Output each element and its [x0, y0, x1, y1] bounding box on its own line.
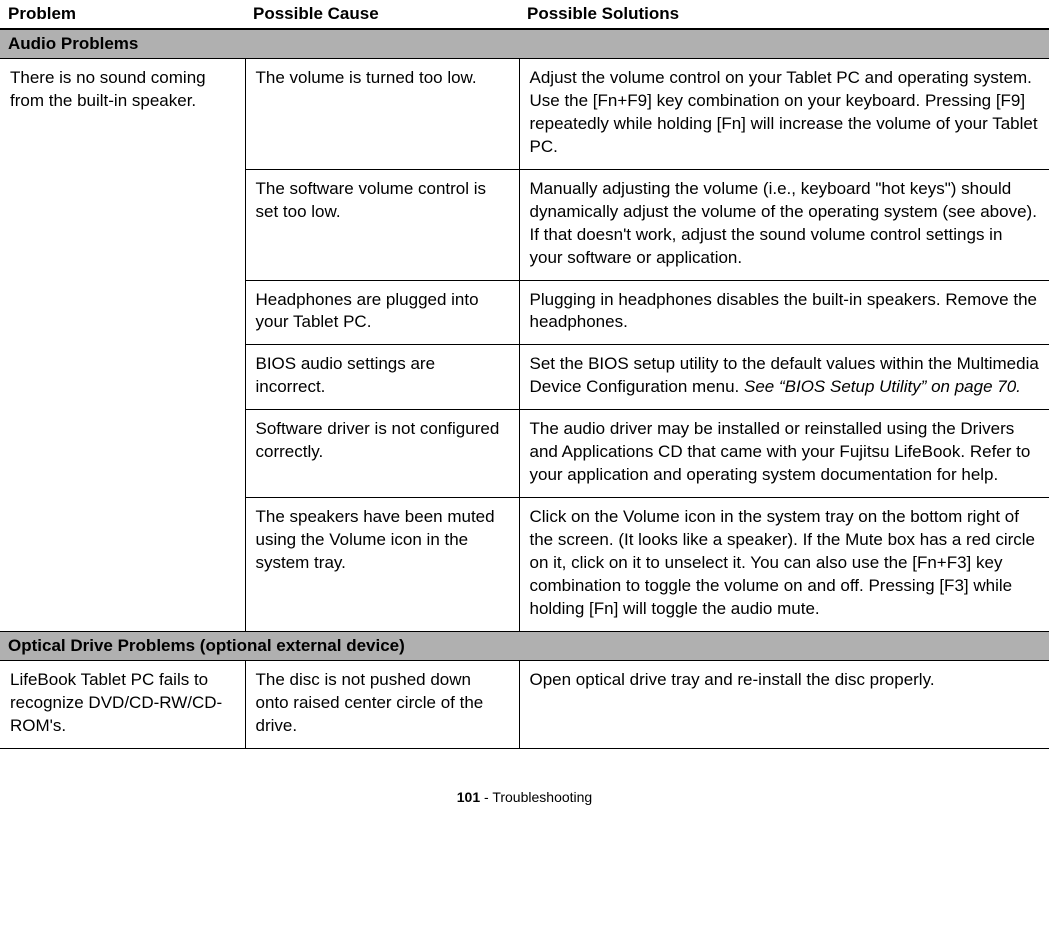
cause-cell: BIOS audio settings are incorrect. — [245, 345, 519, 410]
solution-cell: Plugging in headphones disables the buil… — [519, 280, 1049, 345]
cause-cell: Headphones are plugged into your Tablet … — [245, 280, 519, 345]
section-audio: Audio Problems — [0, 29, 1049, 59]
cause-cell: The speakers have been muted using the V… — [245, 498, 519, 632]
solution-cell: The audio driver may be installed or rei… — [519, 410, 1049, 498]
solution-italic: See “BIOS Setup Utility” on page 70. — [744, 377, 1021, 396]
page-number: 101 — [457, 789, 480, 805]
troubleshooting-table: Problem Possible Cause Possible Solution… — [0, 0, 1049, 749]
header-problem: Problem — [0, 0, 245, 29]
cause-cell: The disc is not pushed down onto raised … — [245, 660, 519, 748]
section-optical: Optical Drive Problems (optional externa… — [0, 631, 1049, 660]
header-row: Problem Possible Cause Possible Solution… — [0, 0, 1049, 29]
footer-sep: - — [480, 789, 492, 805]
solution-cell: Adjust the volume control on your Tablet… — [519, 59, 1049, 170]
problem-cell: LifeBook Tablet PC fails to recognize DV… — [0, 660, 245, 748]
cause-cell: The volume is turned too low. — [245, 59, 519, 170]
problem-cell: There is no sound coming from the built-… — [0, 59, 245, 632]
page-footer: 101 - Troubleshooting — [0, 789, 1049, 805]
solution-cell: Manually adjusting the volume (i.e., key… — [519, 169, 1049, 280]
section-audio-label: Audio Problems — [0, 29, 1049, 59]
table-row: There is no sound coming from the built-… — [0, 59, 1049, 170]
cause-cell: The software volume control is set too l… — [245, 169, 519, 280]
solution-cell: Set the BIOS setup utility to the defaul… — [519, 345, 1049, 410]
section-optical-label: Optical Drive Problems (optional externa… — [0, 631, 1049, 660]
header-solutions: Possible Solutions — [519, 0, 1049, 29]
footer-title: Troubleshooting — [492, 789, 592, 805]
solution-cell: Open optical drive tray and re-install t… — [519, 660, 1049, 748]
solution-cell: Click on the Volume icon in the system t… — [519, 498, 1049, 632]
table-row: LifeBook Tablet PC fails to recognize DV… — [0, 660, 1049, 748]
cause-cell: Software driver is not configured correc… — [245, 410, 519, 498]
header-cause: Possible Cause — [245, 0, 519, 29]
